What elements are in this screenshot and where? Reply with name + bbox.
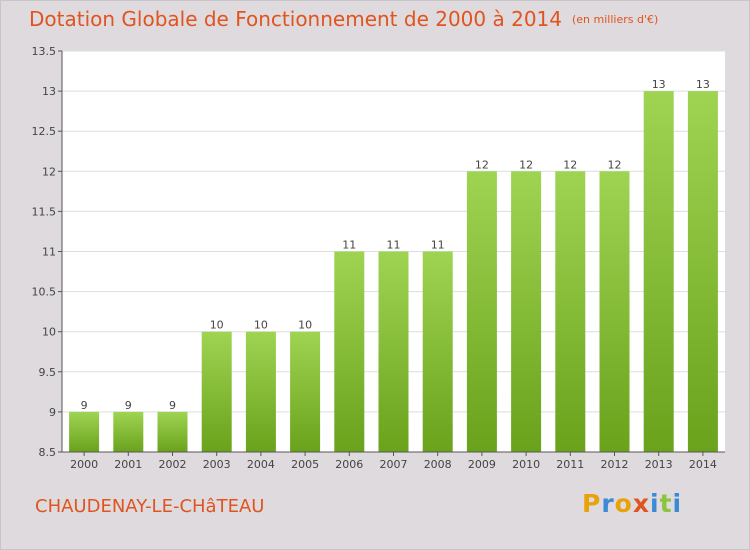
y-tick-label: 10 bbox=[42, 326, 56, 339]
y-tick-label: 11 bbox=[42, 246, 56, 259]
x-tick-label: 2000 bbox=[70, 458, 98, 471]
x-tick-label: 2007 bbox=[380, 458, 408, 471]
y-tick-label: 9 bbox=[49, 406, 56, 419]
x-tick-label: 2008 bbox=[424, 458, 452, 471]
logo-letter: o bbox=[614, 489, 633, 518]
x-tick-label: 2014 bbox=[689, 458, 717, 471]
bar-value-label: 13 bbox=[652, 78, 666, 91]
bar bbox=[245, 331, 276, 452]
y-tick-label: 8.5 bbox=[39, 446, 57, 459]
bar bbox=[687, 91, 718, 452]
title-text: Dotation Globale de Fonctionnement de 20… bbox=[29, 7, 562, 31]
x-tick-label: 2002 bbox=[159, 458, 187, 471]
logo-letter: x bbox=[632, 489, 650, 518]
bar-value-label: 12 bbox=[475, 158, 489, 171]
bar-value-label: 9 bbox=[169, 399, 176, 412]
x-tick-label: 2006 bbox=[335, 458, 363, 471]
logo-letter: P bbox=[582, 489, 602, 518]
bar-labels: 9 9 9 10 10 10 11 11 11 12 12 12 12 13 13 bbox=[81, 78, 710, 412]
logo-letter: i bbox=[672, 489, 683, 518]
bar bbox=[157, 411, 188, 452]
bar bbox=[643, 91, 674, 452]
bar bbox=[113, 411, 144, 452]
bar-value-label: 12 bbox=[608, 158, 622, 171]
bar bbox=[69, 411, 100, 452]
y-tick-label: 9.5 bbox=[39, 366, 57, 379]
x-tick-label: 2005 bbox=[291, 458, 319, 471]
bar bbox=[290, 331, 321, 452]
x-tick-label: 2010 bbox=[512, 458, 540, 471]
bar-value-label: 12 bbox=[519, 158, 533, 171]
bar-value-label: 9 bbox=[81, 399, 88, 412]
bar-value-label: 10 bbox=[298, 319, 312, 332]
y-tick-label: 11.5 bbox=[32, 205, 57, 218]
y-tick-label: 12 bbox=[42, 165, 56, 178]
bar-value-label: 10 bbox=[254, 319, 268, 332]
y-axis-ticks: 8.5 9 9.5 10 10.5 11 11.5 12 12.5 13 13.5 bbox=[32, 45, 62, 459]
bar bbox=[334, 251, 365, 452]
bar-value-label: 13 bbox=[696, 78, 710, 91]
bar-value-label: 10 bbox=[210, 319, 224, 332]
y-tick-label: 12.5 bbox=[32, 125, 57, 138]
bar bbox=[555, 171, 586, 453]
x-tick-label: 2012 bbox=[601, 458, 629, 471]
y-tick-label: 13 bbox=[42, 85, 56, 98]
bar bbox=[201, 331, 232, 452]
bar bbox=[422, 251, 453, 452]
x-tick-label: 2001 bbox=[114, 458, 142, 471]
y-tick-label: 13.5 bbox=[32, 45, 57, 58]
bar bbox=[378, 251, 409, 452]
x-tick-label: 2009 bbox=[468, 458, 496, 471]
bar-value-label: 9 bbox=[125, 399, 132, 412]
bar bbox=[511, 171, 542, 453]
bars bbox=[69, 91, 718, 453]
x-tick-label: 2013 bbox=[645, 458, 673, 471]
commune-name: CHAUDENAY-LE-CHâTEAU bbox=[35, 496, 265, 517]
title-unit: (en milliers d'€) bbox=[572, 13, 659, 26]
chart-title: Dotation Globale de Fonctionnement de 20… bbox=[29, 7, 658, 31]
x-tick-label: 2004 bbox=[247, 458, 275, 471]
bar-value-label: 12 bbox=[563, 158, 577, 171]
bar-value-label: 11 bbox=[387, 239, 401, 252]
x-axis-ticks: 2000 2001 2002 2003 2004 2005 2006 2007 2008 2009… bbox=[70, 452, 717, 471]
logo-letter: t bbox=[659, 489, 673, 518]
bar bbox=[599, 171, 630, 453]
bar bbox=[466, 171, 497, 453]
bar-value-label: 11 bbox=[342, 239, 356, 252]
x-tick-label: 2011 bbox=[556, 458, 584, 471]
logo-letter: r bbox=[601, 489, 615, 518]
y-tick-label: 10.5 bbox=[32, 286, 57, 299]
bar-value-label: 11 bbox=[431, 239, 445, 252]
logo-letter: i bbox=[650, 489, 660, 518]
x-tick-label: 2003 bbox=[203, 458, 231, 471]
proxiti-logo[interactable]: Proxiti bbox=[582, 489, 682, 518]
